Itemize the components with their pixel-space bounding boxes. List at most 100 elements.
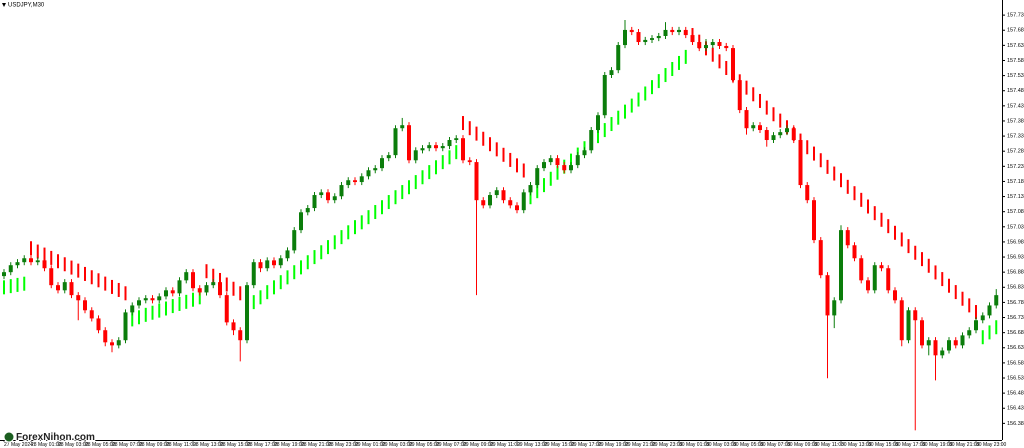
x-tick-label: 28 May 03:00 (58, 442, 89, 448)
x-tick-label: 29 May 23:00 (652, 442, 683, 448)
y-tick-label: 157.135 (1007, 194, 1024, 200)
x-tick-label: 28 May 15:00 (220, 442, 251, 448)
y-tick-label: 156.385 (1007, 421, 1024, 427)
candle-body (204, 285, 209, 293)
y-tick-label: 157.585 (1007, 58, 1024, 64)
candle-body (555, 158, 560, 166)
x-tick-label: 29 May 11:00 (490, 442, 520, 448)
candle-body (339, 185, 344, 197)
y-tick-label: 156.635 (1007, 345, 1024, 351)
y-tick-label: 157.485 (1007, 88, 1024, 94)
x-tick-label: 30 May 23:00 (976, 442, 1007, 448)
candle-body (35, 260, 40, 263)
candle-body (650, 38, 654, 40)
candle-body (103, 330, 108, 343)
y-tick-label: 156.535 (1007, 375, 1024, 381)
candle-body (616, 45, 621, 71)
y-tick-label: 157.035 (1007, 224, 1024, 230)
x-tick-label: 28 May 13:00 (193, 442, 224, 448)
candle-body (690, 35, 695, 43)
candle-body (89, 310, 94, 319)
candle-body (832, 300, 837, 316)
candle-body (717, 42, 722, 46)
candle-body (926, 340, 931, 346)
candle-body (967, 330, 972, 336)
watermark-text: ForexNihon.com (16, 432, 95, 443)
candle-body (987, 305, 992, 316)
candle-body (494, 190, 499, 196)
candle-body (83, 300, 87, 311)
candle-body (906, 310, 911, 341)
candle-body (137, 300, 141, 306)
candle-body (434, 145, 438, 149)
candle-body (231, 322, 236, 331)
candle-body (251, 262, 256, 286)
candle-body (920, 320, 924, 346)
candle-body (62, 282, 67, 291)
candle-body (8, 265, 13, 273)
x-tick-label: 30 May 21:00 (949, 442, 980, 448)
y-tick-label: 156.885 (1007, 270, 1024, 276)
candle-body (447, 140, 452, 147)
candle-body (602, 74, 607, 116)
candle-body (562, 165, 567, 171)
candle-body (771, 135, 776, 141)
candle-body (272, 260, 276, 266)
candle-body (150, 298, 155, 301)
candle-body (224, 295, 229, 323)
candle-body (177, 280, 182, 294)
y-tick-label: 156.935 (1007, 254, 1024, 260)
candle-body (15, 262, 20, 266)
candle-body (211, 282, 216, 286)
x-tick-label: 28 May 11:00 (166, 442, 196, 448)
x-tick-label: 29 May 07:00 (436, 442, 467, 448)
candle-body (859, 258, 864, 281)
x-tick-label: 30 May 03:00 (706, 442, 737, 448)
candle-body (157, 296, 162, 301)
candle-body (413, 150, 418, 161)
x-tick-label: 30 May 17:00 (895, 442, 926, 448)
candle-body (164, 290, 168, 297)
candle-body (798, 140, 803, 186)
x-tick-label: 28 May 09:00 (139, 442, 170, 448)
candle-body (528, 185, 533, 193)
candle-body (521, 192, 526, 211)
y-tick-label: 156.735 (1007, 315, 1024, 321)
candle-body (933, 340, 938, 356)
candle-body (420, 148, 425, 151)
candle-body (677, 29, 681, 33)
candle-body (670, 29, 675, 33)
candle-body (839, 230, 843, 301)
y-tick-label: 157.685 (1007, 28, 1024, 34)
candle-body (758, 125, 762, 131)
x-tick-label: 30 May 01:00 (679, 442, 710, 448)
y-tick-label: 157.535 (1007, 73, 1024, 79)
candles (2, 19, 999, 431)
candle-body (285, 250, 290, 259)
candle-body (56, 285, 60, 291)
candle-body (359, 176, 364, 183)
x-tick-label: 30 May 13:00 (841, 442, 872, 448)
candle-body (110, 342, 114, 346)
y-tick-label: 157.385 (1007, 118, 1024, 124)
candle-body (704, 45, 708, 49)
candle-body (393, 128, 398, 156)
candle-body (629, 29, 634, 33)
candle-body (980, 315, 985, 321)
candle-body (974, 320, 978, 331)
candle-body (636, 32, 641, 43)
candle-body (845, 230, 850, 246)
y-tick-label: 157.335 (1007, 134, 1024, 140)
candle-body (346, 180, 351, 186)
candle-body (744, 110, 749, 129)
candle-body (731, 48, 735, 81)
candle-body (737, 80, 742, 111)
candle-body (710, 42, 715, 46)
candle-body (879, 265, 884, 269)
candle-body (427, 145, 432, 149)
candle-body (130, 305, 135, 313)
x-tick-label: 28 May 05:00 (85, 442, 116, 448)
x-tick-label: 30 May 05:00 (733, 442, 764, 448)
candle-body (326, 192, 330, 201)
